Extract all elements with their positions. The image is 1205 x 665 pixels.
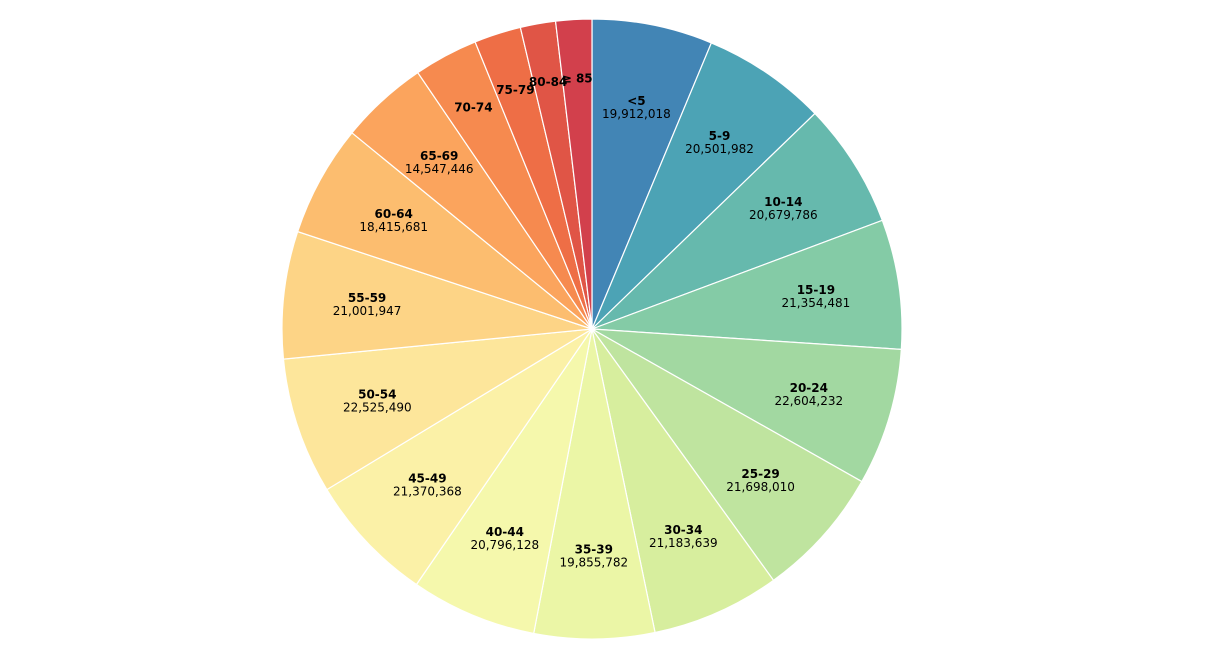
pie-slice-label-2: 10-14 <box>764 195 802 209</box>
pie-slice-11 <box>281 230 593 360</box>
pie-slice-value-0: 19,912,018 <box>602 107 671 121</box>
pie-slice-value-13: 14,547,446 <box>405 162 474 176</box>
pie-slice-value-2: 20,679,786 <box>749 208 818 222</box>
pie-slice-label-13: 65-69 <box>420 149 458 163</box>
pie-slice-0 <box>591 18 713 330</box>
pie-slice-17 <box>554 18 593 330</box>
pie-slice-label-1: 5-9 <box>709 129 731 143</box>
pie-slice-label-7: 35-39 <box>575 542 613 556</box>
pie-slice-label-6: 30-34 <box>664 523 702 537</box>
pie-slice-6 <box>591 328 775 634</box>
pie-slice-label-17: ≥ 85 <box>562 71 593 85</box>
pie-slice-label-11: 55-59 <box>348 291 386 305</box>
pie-slice-value-12: 18,415,681 <box>359 220 428 234</box>
pie-slice-value-5: 21,698,010 <box>726 480 795 494</box>
pie-slice-label-14: 70-74 <box>454 101 492 115</box>
pie-slice-value-9: 21,370,368 <box>393 484 462 498</box>
pie-slice-label-16: 80-84 <box>529 75 567 89</box>
pie-slice-3 <box>591 219 903 351</box>
pie-slice-value-4: 22,604,232 <box>774 394 843 408</box>
pie-slice-1 <box>591 42 816 330</box>
pie-slice-label-8: 40-44 <box>486 525 524 539</box>
pie-slice-label-15: 75-79 <box>496 83 534 97</box>
pie-slice-5 <box>591 328 863 582</box>
pie-slice-label-9: 45-49 <box>408 471 446 485</box>
pie-slice-10 <box>282 328 593 491</box>
pie-slice-value-3: 21,354,481 <box>782 296 851 310</box>
pie-labels: <519,912,018 5-920,501,982 10-1420,679,786… <box>333 71 851 569</box>
pie-slice-label-12: 60-64 <box>375 207 413 221</box>
pie-slice-8 <box>415 328 593 635</box>
pie-slice-label-3: 15-19 <box>797 283 835 297</box>
pie-slice-4 <box>591 328 902 483</box>
pie-slices <box>281 18 903 640</box>
pie-slice-9 <box>326 328 593 586</box>
pie-slice-2 <box>591 112 884 330</box>
pie-slice-value-8: 20,796,128 <box>470 538 539 552</box>
pie-slice-label-5: 25-29 <box>741 467 779 481</box>
pie-slice-label-4: 20-24 <box>790 381 828 395</box>
pie-slice-label-10: 50-54 <box>358 387 396 401</box>
pie-slice-value-7: 19,855,782 <box>559 555 628 569</box>
pie-slice-value-6: 21,183,639 <box>649 536 718 550</box>
pie-slice-value-11: 21,001,947 <box>333 304 402 318</box>
pie-slice-value-1: 20,501,982 <box>685 142 754 156</box>
pie-slice-7 <box>532 328 656 640</box>
pie-slice-label-0: <5 <box>627 94 645 108</box>
pie-slice-value-10: 22,525,490 <box>343 400 412 414</box>
